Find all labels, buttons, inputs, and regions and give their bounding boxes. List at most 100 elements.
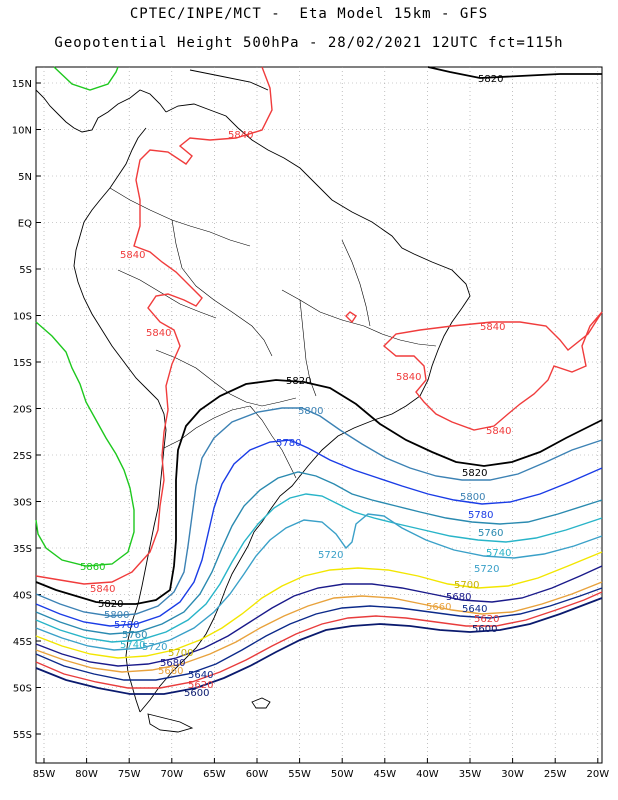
lat-label: 10N xyxy=(12,126,32,137)
contour-label: 5820 xyxy=(286,376,311,387)
falklands xyxy=(251,697,271,709)
contour-label: 5800 xyxy=(104,610,129,621)
contour-label: 5840 xyxy=(480,322,505,333)
contour-label: 5760 xyxy=(478,528,503,539)
border-8 xyxy=(299,299,317,397)
lat-label: 15N xyxy=(12,79,32,90)
ecuador-colombia-coast xyxy=(83,127,147,223)
brazil-east-coast xyxy=(269,307,463,511)
lat-label: EQ xyxy=(18,219,32,230)
contour-5720 xyxy=(35,513,603,651)
contour-labels: 5820 5840 5840 5840 5840 5840 5840 5820 … xyxy=(80,74,511,699)
contour-label: 5840 xyxy=(486,426,511,437)
border-9 xyxy=(341,239,371,327)
contour-label: 5620 xyxy=(474,614,499,625)
contour-label: 5820 xyxy=(462,468,487,479)
contour-label: 5640 xyxy=(188,670,213,681)
contour-label: 5800 xyxy=(460,492,485,503)
lon-label: 50W xyxy=(331,769,354,780)
contour-label: 5640 xyxy=(462,604,487,615)
border-7 xyxy=(281,289,383,335)
lat-label: 50S xyxy=(13,684,32,695)
lon-label: 60W xyxy=(246,769,269,780)
contour-5800 xyxy=(35,407,603,617)
border-1 xyxy=(109,187,251,247)
map-subtitle: Geopotential Height 500hPa - 28/02/2021 … xyxy=(54,35,564,51)
contour-5700 xyxy=(35,551,603,659)
contour-label: 5700 xyxy=(454,580,479,591)
contour-5860-west xyxy=(35,321,135,567)
border-5 xyxy=(163,405,251,449)
lat-label: 45S xyxy=(13,637,32,648)
contour-label: 5620 xyxy=(188,680,213,691)
contour-label: 5720 xyxy=(318,550,343,561)
contour-5840-island xyxy=(345,311,357,324)
contour-label: 5780 xyxy=(276,438,301,449)
lat-label: 55S xyxy=(13,730,32,741)
contour-5820-north xyxy=(427,66,602,79)
contour-5820-main xyxy=(35,379,603,605)
country-borders xyxy=(109,187,437,479)
lat-label: 30S xyxy=(13,498,32,509)
contour-label: 5780 xyxy=(468,510,493,521)
lon-label: 70W xyxy=(160,769,183,780)
contour-label: 5740 xyxy=(120,640,145,651)
lon-label: 40W xyxy=(416,769,439,780)
contour-label: 5820 xyxy=(98,599,123,610)
cuba xyxy=(189,69,269,91)
contour-label: 5820 xyxy=(478,74,503,85)
lat-label: 10S xyxy=(13,312,32,323)
contour-label: 5780 xyxy=(114,620,139,631)
grid-lines xyxy=(36,67,602,763)
border-6 xyxy=(249,405,297,479)
lat-label: 25S xyxy=(13,451,32,462)
lat-label: 5S xyxy=(19,265,32,276)
contour-label: 5720 xyxy=(474,564,499,575)
lon-label: 45W xyxy=(373,769,396,780)
contour-label: 5660 xyxy=(158,666,183,677)
contours xyxy=(35,66,603,695)
map-title: CPTEC/INPE/MCT - Eta Model 15km - GFS xyxy=(129,6,489,22)
lat-label: 5N xyxy=(18,172,32,183)
border-10 xyxy=(381,333,437,347)
contour-5860 xyxy=(53,66,119,91)
contour-label: 5840 xyxy=(146,328,171,339)
contour-5740 xyxy=(35,493,603,643)
tierra-del-fuego xyxy=(147,713,194,733)
southern-coast xyxy=(139,509,271,713)
contour-label: 5600 xyxy=(184,688,209,699)
lat-label: 20S xyxy=(13,405,32,416)
contour-label: 5600 xyxy=(472,624,497,635)
caribbean-coast xyxy=(165,103,471,309)
longitude-labels: 85W 80W 75W 70W 65W 60W 55W 50W 45W 40W 35W 30W 25W 2… xyxy=(33,769,610,780)
contour-label: 5660 xyxy=(426,602,451,613)
latitude-labels: 15N 10N 5N EQ 5S 10S 15S 20S 25S 30S 35S 40S 45S 50S 5… xyxy=(12,79,32,741)
contour-5640 xyxy=(35,587,603,681)
contour-label: 5740 xyxy=(486,548,511,559)
contour-5680 xyxy=(35,565,603,667)
contour-label: 5680 xyxy=(160,658,185,669)
contour-5600 xyxy=(35,597,603,695)
contour-label: 5700 xyxy=(168,648,193,659)
contour-label: 5860 xyxy=(80,562,105,573)
contour-5840-northwest xyxy=(35,66,273,585)
contour-5780 xyxy=(35,439,603,627)
lon-label: 85W xyxy=(33,769,56,780)
contour-label: 5680 xyxy=(446,592,471,603)
lon-label: 25W xyxy=(544,769,567,780)
contour-5760 xyxy=(35,471,603,635)
central-america-coast xyxy=(35,89,167,133)
border-3 xyxy=(117,269,217,319)
axis-ticks xyxy=(36,82,599,763)
border-2 xyxy=(171,219,273,357)
lon-label: 80W xyxy=(75,769,98,780)
lon-label: 35W xyxy=(459,769,482,780)
lon-label: 75W xyxy=(118,769,141,780)
contour-label: 5840 xyxy=(120,250,145,261)
lat-label: 35S xyxy=(13,544,32,555)
border-4 xyxy=(155,349,297,407)
contour-5840-east xyxy=(382,311,603,431)
contour-label: 5720 xyxy=(142,642,167,653)
lat-label: 40S xyxy=(13,591,32,602)
